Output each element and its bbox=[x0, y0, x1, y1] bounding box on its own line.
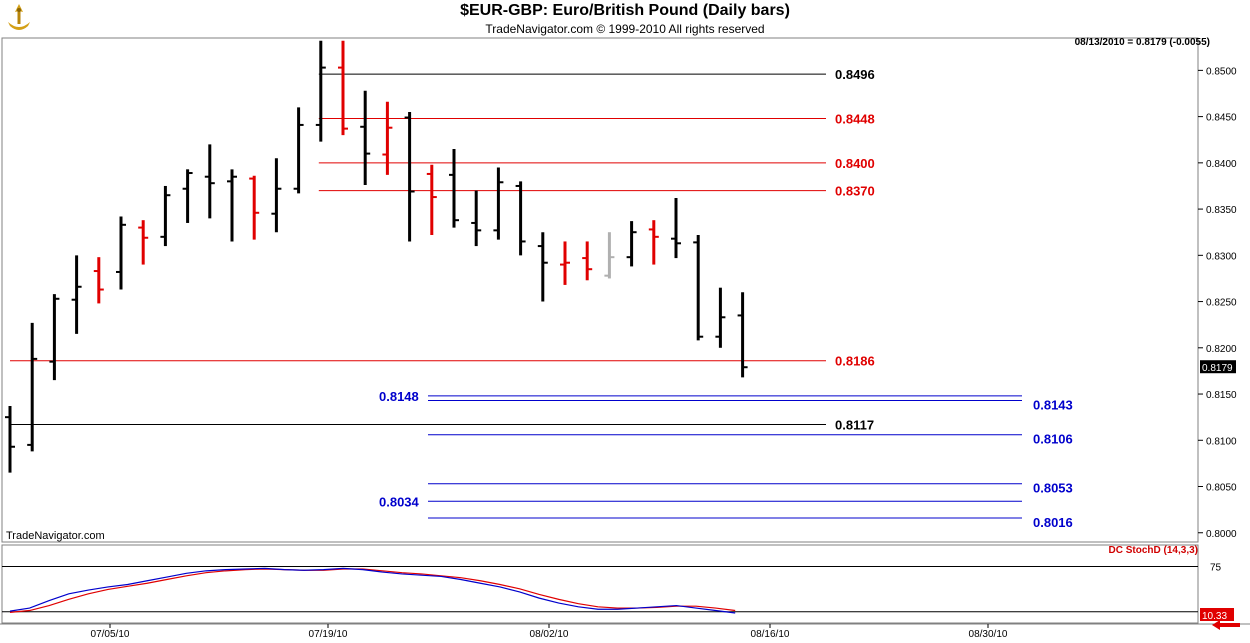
ohlc-bar bbox=[693, 234, 704, 341]
ohlc-bar bbox=[204, 144, 215, 219]
x-tick-label: 08/16/10 bbox=[751, 629, 790, 640]
watermark: TradeNavigator.com bbox=[6, 530, 105, 542]
ohlc-bar bbox=[227, 169, 237, 242]
ohlc-bar bbox=[27, 322, 38, 452]
projection-label: 0.8016 bbox=[1033, 515, 1073, 530]
ohlc-bar bbox=[426, 164, 437, 235]
ohlc-bar bbox=[160, 185, 171, 247]
indicator-value-box bbox=[1200, 608, 1234, 621]
y-tick-label: 0.8350 bbox=[1206, 205, 1237, 216]
stoch-series-red bbox=[9, 568, 736, 613]
ohlc-bar bbox=[604, 232, 615, 279]
price-readout: 08/13/2010 = 0.8179 (-0.0055) bbox=[1074, 37, 1210, 48]
y-axis-ticks: 0.8000 0.8050 0.8100 0.8150 0.8200 0.8250 0.83… bbox=[1198, 66, 1237, 540]
projection-label: 0.8143 bbox=[1033, 398, 1073, 413]
y-tick-label: 0.8500 bbox=[1206, 66, 1237, 77]
indicator-panel-frame bbox=[1, 544, 1199, 624]
level-label: 0.8370 bbox=[835, 184, 875, 199]
ohlc-bar bbox=[293, 107, 304, 194]
projection-label: 0.8106 bbox=[1033, 432, 1073, 447]
y-tick-label: 0.8050 bbox=[1206, 483, 1237, 494]
chart-title: $EUR-GBP: Euro/British Pound (Daily bars… bbox=[460, 2, 790, 19]
ohlc-bar bbox=[737, 292, 748, 378]
indicator-last-value: 10.33 bbox=[1200, 608, 1234, 622]
ohlc-bar bbox=[338, 40, 348, 136]
scroll-left-arrow-icon bbox=[1212, 620, 1240, 630]
y-tick-label: 0.8150 bbox=[1206, 390, 1237, 401]
ohlc-bar bbox=[49, 294, 60, 381]
ohlc-bar bbox=[715, 287, 726, 348]
y-tick-label: 0.8450 bbox=[1206, 113, 1237, 124]
level-label: 0.8448 bbox=[835, 111, 875, 126]
stoch-series-blue bbox=[9, 567, 736, 614]
ohlc-bar bbox=[493, 167, 504, 240]
projection-levels: 0.8148 0.8143 0.8106 0.8053 0.8034 0.8016 bbox=[379, 389, 1073, 530]
last-price-marker: 0.8179 bbox=[1200, 360, 1236, 374]
ohlc-bar bbox=[138, 220, 149, 265]
ohlc-bar bbox=[249, 175, 260, 240]
chart-subtitle: TradeNavigator.com © 1999-2010 All right… bbox=[485, 22, 765, 36]
ohlc-bar bbox=[93, 257, 104, 304]
level-label: 0.8496 bbox=[835, 67, 875, 82]
last-price-box bbox=[1200, 360, 1236, 374]
x-tick-label: 07/05/10 bbox=[91, 629, 130, 640]
y-tick-label: 0.8300 bbox=[1206, 251, 1237, 262]
y-tick-label: 0.8000 bbox=[1206, 529, 1237, 540]
ohlc-bar bbox=[404, 111, 415, 242]
y-tick-label: 0.8200 bbox=[1206, 344, 1237, 355]
ohlc-bar bbox=[515, 181, 526, 256]
projection-label: 0.8053 bbox=[1033, 481, 1073, 496]
ohlc-bar bbox=[116, 216, 126, 290]
ohlc-bar bbox=[560, 241, 570, 285]
ohlc-bar bbox=[182, 169, 193, 223]
tradenavigator-logo-icon bbox=[4, 2, 34, 34]
x-tick-label: 08/02/10 bbox=[530, 629, 569, 640]
level-label: 0.8186 bbox=[835, 354, 875, 369]
ohlc-bar bbox=[671, 197, 681, 259]
x-tick-label: 07/19/10 bbox=[309, 629, 348, 640]
support-resistance-levels: 0.8496 0.8448 0.8400 0.8370 0.8186 0.8117 bbox=[10, 67, 875, 433]
ohlc-bar bbox=[449, 148, 459, 228]
ohlc-bar bbox=[71, 255, 82, 334]
ohlc-bar bbox=[315, 40, 326, 142]
ohlc-bar bbox=[537, 232, 548, 302]
ohlc-bar bbox=[626, 221, 637, 267]
ohlc-bar bbox=[582, 241, 593, 281]
ohlc-bar bbox=[5, 406, 15, 473]
x-axis-labels: 07/05/10 07/19/10 08/02/10 08/16/10 08/30/10 bbox=[91, 624, 1008, 640]
ohlc-bar bbox=[471, 190, 482, 247]
projection-label: 0.8034 bbox=[379, 494, 420, 509]
y-tick-label: 0.8250 bbox=[1206, 298, 1237, 309]
ohlc-bar bbox=[360, 90, 371, 186]
stoch-level-label: 75 bbox=[1210, 563, 1222, 574]
y-tick-label: 0.8400 bbox=[1206, 159, 1237, 170]
level-label: 0.8400 bbox=[835, 156, 875, 171]
x-tick-label: 08/30/10 bbox=[969, 629, 1008, 640]
ohlc-bar bbox=[382, 101, 393, 175]
ohlc-bars bbox=[5, 40, 748, 473]
price-panel-frame bbox=[1, 37, 1199, 543]
ohlc-bar bbox=[271, 158, 282, 233]
projection-label: 0.8148 bbox=[379, 389, 419, 404]
indicator-label: DC StochD (14,3,3) bbox=[1108, 545, 1198, 556]
level-label: 0.8117 bbox=[835, 418, 874, 433]
ohlc-bar bbox=[648, 220, 659, 265]
y-tick-label: 0.8100 bbox=[1206, 436, 1237, 447]
last-price-label: 0.8179 bbox=[1202, 363, 1233, 374]
indicator-value-text: 10.33 bbox=[1202, 611, 1227, 622]
